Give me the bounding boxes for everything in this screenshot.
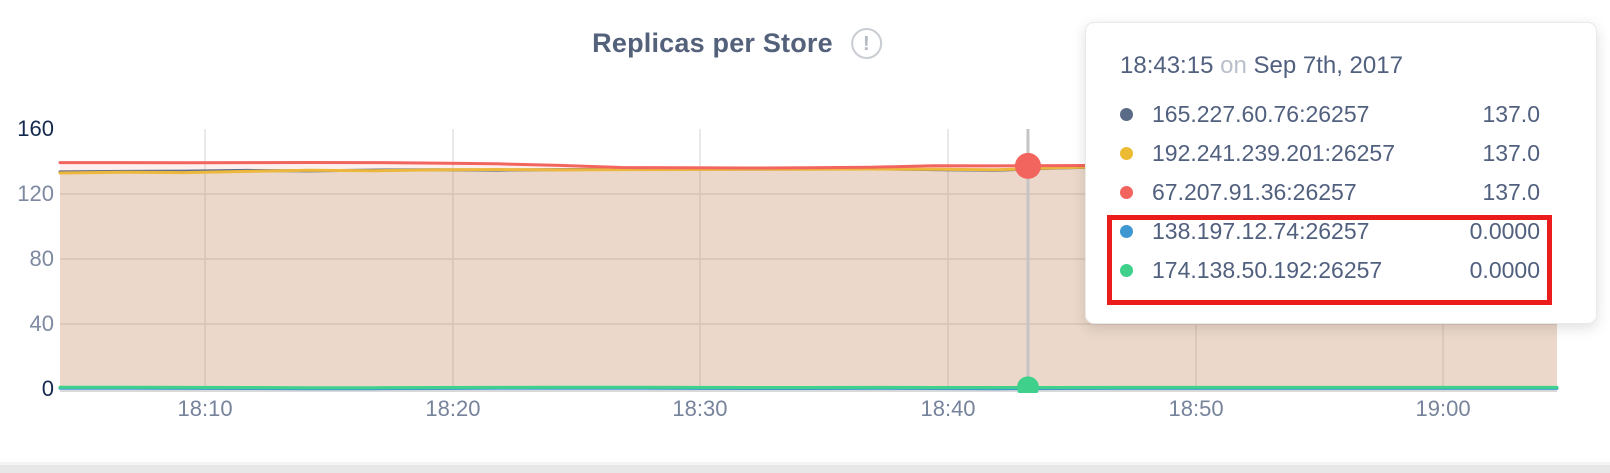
- info-circle-icon[interactable]: !: [850, 28, 882, 59]
- series-row: 174.138.50.192:26257 0.0000: [1120, 251, 1596, 290]
- series-name: 165.227.60.76:26257: [1152, 101, 1370, 127]
- x-axis-tick: 18:10: [177, 396, 233, 421]
- hover-dot: [1016, 376, 1039, 393]
- series-row: 192.241.239.201:26257 137.0: [1120, 134, 1596, 173]
- series-value: 137.0: [1482, 179, 1540, 205]
- tooltip-time: 18:43:15: [1120, 52, 1214, 79]
- y-axis-tick-120: 120: [17, 181, 54, 206]
- y-axis-tick-80: 80: [29, 246, 54, 271]
- series-value: 0.0000: [1469, 257, 1540, 283]
- series-name: 138.197.12.74:26257: [1152, 218, 1370, 244]
- series-line: [58, 385, 1559, 390]
- series-value: 137.0: [1482, 140, 1540, 166]
- annotation-highlight-box: [1107, 215, 1552, 305]
- chart-title: Replicas per Store: [592, 28, 833, 58]
- x-axis-tick: 19:00: [1415, 396, 1471, 421]
- y-axis-tick-160: 160: [17, 116, 54, 141]
- series-color-dot: [1120, 264, 1133, 277]
- hover-dot: [1014, 152, 1041, 179]
- y-axis-tick-40: 40: [29, 311, 54, 336]
- series-name: 67.207.91.36:26257: [1152, 179, 1357, 205]
- series-color-dot: [1120, 186, 1133, 199]
- series-color-dot: [1120, 225, 1133, 238]
- series-value: 137.0: [1482, 101, 1540, 127]
- series-row: 138.197.12.74:26257 0.0000: [1120, 212, 1596, 251]
- x-axis-tick: 18:20: [425, 396, 481, 421]
- chart-header: Replicas per Store !: [592, 28, 882, 59]
- series-row: 165.227.60.76:26257 137.0: [1120, 95, 1596, 134]
- series-color-dot: [1120, 108, 1133, 121]
- y-axis-tick-0: 0: [41, 376, 54, 401]
- series-row: 67.207.91.36:26257 137.0: [1120, 173, 1596, 212]
- hover-tooltip: 18:43:15 on Sep 7th, 2017 165.227.60.76:…: [1085, 22, 1597, 324]
- x-axis-tick: 18:40: [920, 396, 976, 421]
- tooltip-timestamp: 18:43:15 on Sep 7th, 2017: [1120, 49, 1596, 83]
- series-name: 174.138.50.192:26257: [1152, 257, 1383, 283]
- x-axis-tick: 18:30: [672, 396, 728, 421]
- series-name: 192.241.239.201:26257: [1152, 140, 1396, 166]
- panel-divider: [0, 465, 1610, 473]
- x-axis-tick: 18:50: [1168, 396, 1224, 421]
- panel-divider-highlight: [0, 462, 1610, 465]
- tooltip-date: Sep 7th, 2017: [1253, 52, 1403, 79]
- series-value: 0.0000: [1469, 218, 1540, 244]
- tooltip-conjunction: on: [1220, 52, 1247, 79]
- series-color-dot: [1120, 147, 1133, 160]
